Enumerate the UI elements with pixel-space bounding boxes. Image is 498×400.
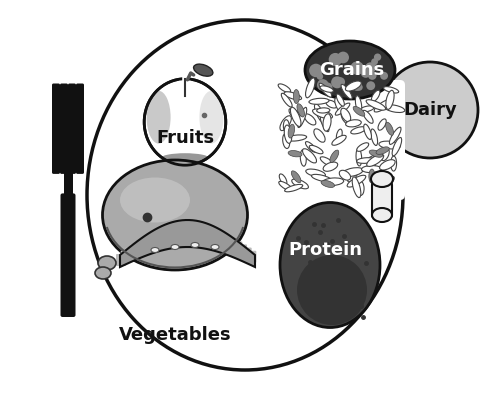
Ellipse shape <box>367 154 384 166</box>
Ellipse shape <box>332 135 346 145</box>
Circle shape <box>337 52 349 63</box>
Ellipse shape <box>284 125 292 143</box>
Ellipse shape <box>177 78 193 94</box>
Ellipse shape <box>302 149 317 163</box>
Ellipse shape <box>280 202 380 328</box>
Ellipse shape <box>279 181 292 191</box>
Ellipse shape <box>320 157 334 166</box>
FancyBboxPatch shape <box>219 233 229 245</box>
Circle shape <box>356 84 363 91</box>
Text: Grains: Grains <box>319 61 384 79</box>
Ellipse shape <box>335 98 346 115</box>
Ellipse shape <box>289 108 303 122</box>
Ellipse shape <box>371 129 377 146</box>
Ellipse shape <box>320 86 334 92</box>
Ellipse shape <box>309 145 323 154</box>
Ellipse shape <box>352 177 361 198</box>
Ellipse shape <box>357 143 369 151</box>
FancyBboxPatch shape <box>116 254 126 266</box>
Circle shape <box>382 62 478 158</box>
FancyBboxPatch shape <box>372 182 392 218</box>
FancyBboxPatch shape <box>190 224 201 236</box>
Ellipse shape <box>285 184 303 192</box>
Ellipse shape <box>357 181 364 195</box>
Text: Dairy: Dairy <box>403 101 457 119</box>
Ellipse shape <box>321 180 335 188</box>
Ellipse shape <box>211 244 219 250</box>
Ellipse shape <box>279 174 287 185</box>
Circle shape <box>368 71 376 80</box>
Ellipse shape <box>291 171 301 183</box>
Ellipse shape <box>297 104 304 117</box>
FancyBboxPatch shape <box>153 231 163 243</box>
Ellipse shape <box>336 129 342 141</box>
Ellipse shape <box>98 256 116 270</box>
Ellipse shape <box>379 160 395 170</box>
Ellipse shape <box>347 175 366 187</box>
Ellipse shape <box>161 153 209 163</box>
Ellipse shape <box>376 147 389 154</box>
Circle shape <box>352 81 362 91</box>
Circle shape <box>351 61 364 75</box>
FancyBboxPatch shape <box>233 242 243 254</box>
Ellipse shape <box>348 169 359 182</box>
Ellipse shape <box>288 124 294 138</box>
Circle shape <box>331 76 343 88</box>
Text: Protein: Protein <box>288 241 362 259</box>
Ellipse shape <box>339 170 351 180</box>
FancyBboxPatch shape <box>134 242 144 254</box>
Ellipse shape <box>144 79 226 165</box>
Ellipse shape <box>292 179 308 189</box>
FancyBboxPatch shape <box>186 224 196 236</box>
Circle shape <box>317 79 329 91</box>
Ellipse shape <box>314 104 325 123</box>
Ellipse shape <box>341 111 350 124</box>
Ellipse shape <box>87 20 403 370</box>
Circle shape <box>380 72 388 80</box>
Ellipse shape <box>322 178 344 186</box>
Ellipse shape <box>364 124 372 140</box>
Ellipse shape <box>356 148 362 166</box>
Circle shape <box>336 77 345 87</box>
Ellipse shape <box>293 90 299 104</box>
Ellipse shape <box>317 108 330 113</box>
Ellipse shape <box>369 169 375 183</box>
Ellipse shape <box>383 87 399 93</box>
Ellipse shape <box>353 106 365 116</box>
Ellipse shape <box>341 84 352 99</box>
Circle shape <box>374 54 381 61</box>
Polygon shape <box>120 220 255 267</box>
Ellipse shape <box>309 98 329 104</box>
Ellipse shape <box>306 78 315 98</box>
Ellipse shape <box>383 176 394 185</box>
Ellipse shape <box>342 168 363 176</box>
Ellipse shape <box>363 110 373 123</box>
FancyBboxPatch shape <box>121 251 130 263</box>
Ellipse shape <box>323 114 331 131</box>
Text: Vegetables: Vegetables <box>119 326 231 344</box>
Ellipse shape <box>374 99 392 112</box>
Bar <box>53 162 83 172</box>
Circle shape <box>361 68 371 78</box>
Ellipse shape <box>320 116 329 132</box>
Ellipse shape <box>305 41 395 99</box>
Ellipse shape <box>335 103 350 115</box>
FancyBboxPatch shape <box>275 80 405 200</box>
FancyBboxPatch shape <box>68 84 76 174</box>
FancyBboxPatch shape <box>130 244 140 256</box>
Ellipse shape <box>280 116 291 131</box>
Ellipse shape <box>194 64 213 76</box>
FancyBboxPatch shape <box>181 224 191 236</box>
Ellipse shape <box>371 160 375 178</box>
FancyBboxPatch shape <box>158 229 168 241</box>
Ellipse shape <box>341 108 351 122</box>
FancyBboxPatch shape <box>148 233 158 245</box>
Ellipse shape <box>313 109 333 118</box>
Ellipse shape <box>171 244 179 250</box>
Ellipse shape <box>283 120 289 132</box>
Ellipse shape <box>304 114 316 125</box>
FancyBboxPatch shape <box>205 228 215 240</box>
FancyBboxPatch shape <box>242 248 251 260</box>
Ellipse shape <box>95 267 111 279</box>
